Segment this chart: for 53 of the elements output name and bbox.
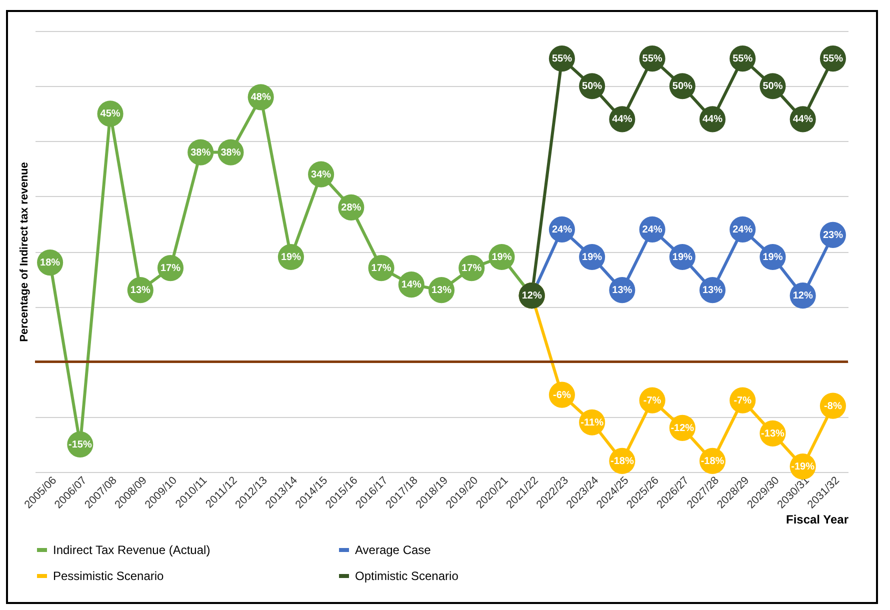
- data-label: 55%: [822, 54, 844, 65]
- data-label: 48%: [250, 92, 271, 104]
- data-label: -15%: [68, 439, 92, 450]
- data-label: 12%: [522, 290, 542, 302]
- y-axis-title: Percentage of Indirect tax revenue: [18, 162, 30, 342]
- data-label: 44%: [702, 114, 723, 126]
- data-label: 24%: [642, 224, 662, 236]
- data-label: 13%: [130, 285, 151, 296]
- x-axis-title: Fiscal Year: [786, 512, 849, 526]
- data-label: 28%: [341, 202, 362, 214]
- data-label: 18%: [40, 258, 60, 269]
- data-label: -8%: [824, 400, 842, 412]
- data-label: 38%: [220, 147, 241, 158]
- data-label: -18%: [700, 456, 724, 467]
- data-label: 45%: [100, 108, 120, 120]
- legend-label: Pessimistic Scenario: [53, 569, 164, 583]
- data-label: 38%: [190, 147, 211, 158]
- data-label: 19%: [280, 252, 302, 264]
- data-label: -7%: [734, 395, 752, 406]
- data-label: 23%: [822, 230, 844, 241]
- data-label: 34%: [311, 169, 332, 180]
- data-label: 55%: [642, 54, 662, 65]
- data-label: 19%: [582, 252, 602, 264]
- data-label: 17%: [371, 263, 392, 274]
- data-label: 50%: [672, 81, 693, 92]
- legend-label: Average Case: [355, 543, 432, 557]
- data-label: 44%: [792, 114, 813, 126]
- data-label: 14%: [401, 280, 422, 291]
- data-label: 12%: [792, 290, 813, 302]
- data-label: 13%: [702, 285, 723, 296]
- data-label: 24%: [732, 224, 753, 236]
- data-label: -7%: [643, 395, 662, 406]
- data-label: -19%: [791, 461, 815, 472]
- data-label: -11%: [580, 417, 604, 428]
- data-label: 17%: [160, 263, 181, 274]
- data-label: 13%: [612, 285, 632, 296]
- data-label: 19%: [492, 252, 512, 264]
- data-label: 44%: [612, 114, 632, 126]
- data-label: 19%: [672, 252, 693, 264]
- data-label: 55%: [732, 54, 753, 65]
- data-label: 24%: [552, 224, 572, 236]
- data-label: -6%: [553, 390, 571, 401]
- data-label: 19%: [762, 252, 783, 264]
- data-label: -13%: [761, 428, 784, 440]
- data-label: 13%: [431, 285, 452, 296]
- legend-label: Indirect Tax Revenue (Actual): [53, 543, 210, 557]
- legend-label: Optimistic Scenario: [355, 569, 459, 583]
- data-label: 50%: [762, 81, 783, 92]
- data-label: -12%: [670, 422, 694, 434]
- data-label: 50%: [582, 81, 602, 92]
- data-label: 55%: [552, 54, 572, 65]
- data-label: 17%: [462, 263, 482, 274]
- data-label: -18%: [610, 456, 634, 467]
